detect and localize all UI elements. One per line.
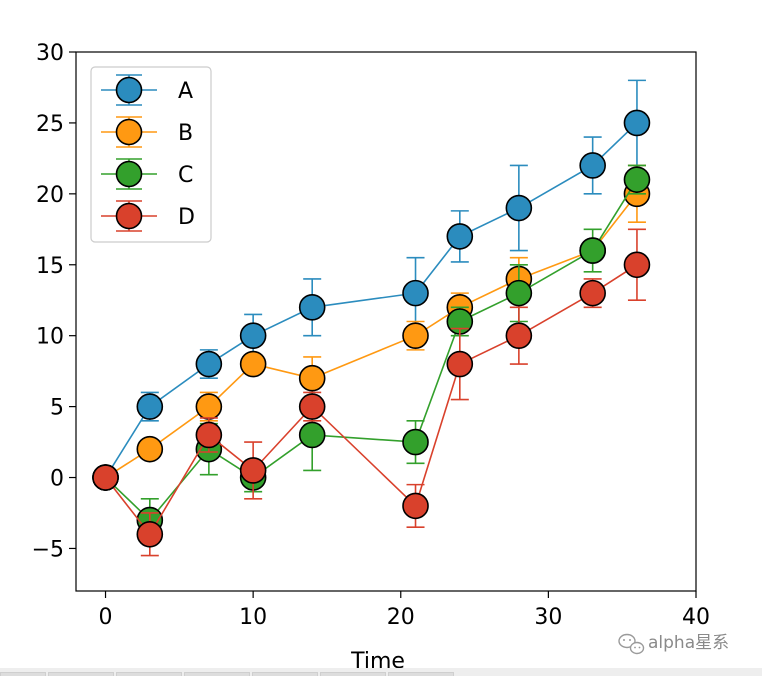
series-line [104,122,638,478]
series-D [92,228,651,557]
watermark: alpha星系 [618,633,729,655]
x-tick-label: 30 [534,605,562,630]
legend-label: A [178,79,193,104]
series-line [104,264,638,536]
data-point [623,166,651,193]
data-point [136,520,164,548]
data-point [298,393,326,420]
data-point [505,279,533,307]
y-tick-label: 25 [36,112,64,137]
taskbar-tab[interactable] [48,672,114,676]
series-A [92,79,651,491]
data-point [136,393,164,420]
taskbar-tab[interactable] [320,672,386,676]
plot-frame [75,51,697,592]
data-point [505,194,533,222]
legend-marker [115,118,143,146]
data-point [195,421,223,449]
data-point [579,279,606,307]
data-point [239,322,267,349]
data-point [623,251,651,279]
data-point [446,350,474,378]
legend-marker [115,160,143,188]
data-point [136,435,164,463]
legend-marker [115,202,143,230]
taskbar-tab[interactable] [252,672,318,676]
y-tick-label: 30 [36,41,64,66]
data-point [195,350,223,378]
y-tick-label: 15 [36,254,64,279]
watermark-text: alpha星系 [648,633,729,653]
x-tick-label: 40 [682,605,710,630]
y-tick-label: −5 [32,537,64,562]
data-point [298,421,326,449]
data-point [505,322,533,349]
data-point [446,223,474,250]
x-axis-label: Time [350,649,405,668]
data-point [298,294,326,321]
wechat-logo-icon [618,633,645,655]
x-tick-label: 0 [99,605,113,630]
x-tick-label: 20 [387,605,415,630]
series-line [105,193,638,479]
taskbar-tab[interactable] [116,672,182,676]
data-point [402,322,429,349]
data-point [239,350,267,378]
legend-frame [90,66,212,243]
legend-entry-C: C [101,158,193,190]
legend-label: C [178,163,193,188]
legend-entry-A: A [101,74,193,106]
y-tick-label: 5 [50,396,64,421]
legend-label: D [178,205,195,230]
data-point [195,393,223,420]
data-point [239,457,267,484]
data-point [298,364,326,392]
legend-marker [115,76,143,104]
data-point [402,492,429,520]
data-point [623,109,651,137]
legend-entry-B: B [101,116,193,148]
legend-label: B [178,121,193,146]
taskbar-tab[interactable] [184,672,250,676]
taskbar-tab[interactable] [0,672,46,676]
x-tick-label: 10 [239,605,267,630]
y-tick-label: 20 [36,183,64,208]
data-point [402,428,429,456]
data-point [579,237,606,264]
legend-entry-D: D [101,200,195,232]
data-point [92,464,119,491]
data-point [402,279,429,307]
taskbar-tab[interactable] [388,672,454,676]
series-layer [92,79,651,557]
y-tick-label: 0 [50,467,64,492]
y-tick-label: 10 [36,325,64,350]
axes: 0 10 20 30 40 −5 0 5 10 15 20 25 30 [32,41,710,630]
data-point [579,152,606,179]
